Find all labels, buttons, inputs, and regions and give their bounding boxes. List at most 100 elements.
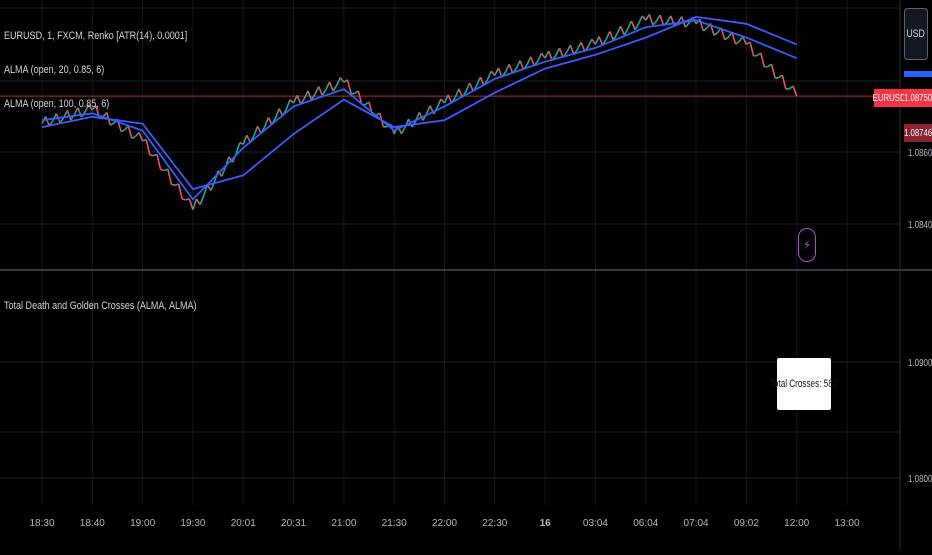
renko-segment xyxy=(67,111,71,120)
time-tick-label: 21:00 xyxy=(331,518,356,529)
alma-slow-legend[interactable]: ALMA (open, 100, 0.85, 6) xyxy=(4,98,109,110)
renko-segment xyxy=(736,42,740,45)
renko-segment xyxy=(168,169,172,184)
renko-segment xyxy=(308,91,312,100)
renko-segment xyxy=(786,89,790,90)
renko-segment xyxy=(606,31,610,39)
renko-segment xyxy=(171,184,175,185)
currency-label: USD xyxy=(907,28,926,40)
time-tick-label: 22:00 xyxy=(432,518,457,529)
renko-segment xyxy=(333,85,337,91)
renko-segment xyxy=(197,199,201,205)
alma-fast-legend[interactable]: ALMA (open, 20, 0.85, 6) xyxy=(4,64,104,76)
renko-segment xyxy=(315,87,319,95)
alma-slow-line xyxy=(42,17,797,189)
time-tick-label: 13:00 xyxy=(834,518,859,529)
renko-segment xyxy=(772,64,776,78)
renko-segment xyxy=(200,196,204,205)
renko-segment xyxy=(628,21,632,29)
renko-segment xyxy=(383,127,387,128)
symbol-tag-label: EURUSD xyxy=(873,93,906,104)
total-crosses-box: Total Crosses: 582 xyxy=(777,358,831,410)
alma-value-label: 1.08746 xyxy=(904,128,932,139)
renko-segment xyxy=(157,154,161,169)
renko-segment xyxy=(653,21,657,25)
symbol-legend[interactable]: EURUSD, 1, FXCM, Renko [ATR(14), 0.0001] xyxy=(4,30,187,42)
total-crosses-label: Total Crosses: 582 xyxy=(770,378,837,390)
lightning-icon[interactable]: ⚡ xyxy=(798,228,816,262)
alma-value-tag: 1.08746 xyxy=(904,124,932,142)
renko-segment xyxy=(703,28,707,31)
renko-segment xyxy=(617,26,621,34)
renko-segment xyxy=(276,109,280,118)
renko-segment xyxy=(542,53,546,58)
renko-segment xyxy=(53,114,57,121)
renko-segment xyxy=(340,78,344,83)
renko-segment xyxy=(649,14,653,25)
renko-segment xyxy=(556,48,560,55)
time-tick-label: 09:02 xyxy=(734,518,759,529)
renko-segment xyxy=(516,61,520,69)
renko-segment xyxy=(265,118,269,127)
renko-segment xyxy=(595,37,599,45)
alma-fast-line xyxy=(42,20,797,199)
time-tick-label: 06:04 xyxy=(633,518,658,529)
time-tick-label: 12:00 xyxy=(784,518,809,529)
time-tick-label: 22:30 xyxy=(482,518,507,529)
renko-segment xyxy=(610,31,614,40)
last-price-tag: 1.08750 xyxy=(904,89,932,107)
renko-segment xyxy=(671,16,675,27)
time-tick-label: 20:01 xyxy=(231,518,256,529)
renko-segment xyxy=(139,133,143,141)
renko-segment xyxy=(150,155,154,156)
time-tick-label: 19:00 xyxy=(130,518,155,529)
renko-segment xyxy=(304,91,308,99)
renko-segment xyxy=(599,37,603,46)
time-tick-label: 19:30 xyxy=(180,518,205,529)
renko-segment xyxy=(128,126,132,139)
renko-segment xyxy=(588,39,592,46)
renko-segment xyxy=(322,90,326,96)
currency-button[interactable]: USD xyxy=(904,8,928,60)
renko-segment xyxy=(121,130,125,132)
renko-segment xyxy=(110,123,114,125)
renko-segment xyxy=(714,33,718,36)
renko-segment xyxy=(621,26,625,35)
main-series xyxy=(42,14,797,209)
renko-segment xyxy=(330,82,334,91)
renko-segment xyxy=(782,75,786,89)
indicator-legend[interactable]: Total Death and Golden Crosses (ALMA, AL… xyxy=(4,300,197,312)
renko-segment xyxy=(495,68,499,75)
renko-segment xyxy=(326,82,330,90)
renko-segment xyxy=(527,57,531,65)
time-tick-label: 21:30 xyxy=(382,518,407,529)
price-tick-label: 1.08600 xyxy=(908,147,932,158)
time-tick-label: 16 xyxy=(540,518,552,529)
renko-segment xyxy=(243,135,247,144)
time-tick-label: 20:31 xyxy=(281,518,306,529)
renko-segment xyxy=(286,100,290,109)
symbol-price-tag: EURUSD xyxy=(874,89,904,107)
indicator-tick-label: 1.08000 xyxy=(908,473,932,484)
renko-segment xyxy=(182,199,186,200)
renko-segment xyxy=(750,42,754,56)
renko-segment xyxy=(685,23,689,27)
last-price-label: 1.08750 xyxy=(904,93,932,104)
renko-segment xyxy=(189,199,193,210)
renko-segment xyxy=(725,37,729,40)
renko-segment xyxy=(538,53,542,60)
renko-segment xyxy=(635,24,639,30)
renko-segment xyxy=(161,170,165,171)
renko-segment xyxy=(401,127,405,133)
renko-segment xyxy=(592,39,596,44)
renko-segment xyxy=(193,199,197,210)
renko-segment xyxy=(657,15,661,21)
renko-segment xyxy=(132,137,136,139)
renko-segment xyxy=(754,56,758,57)
time-tick-label: 18:40 xyxy=(80,518,105,529)
alma-fast-marker xyxy=(904,71,932,77)
renko-segment xyxy=(631,21,635,30)
